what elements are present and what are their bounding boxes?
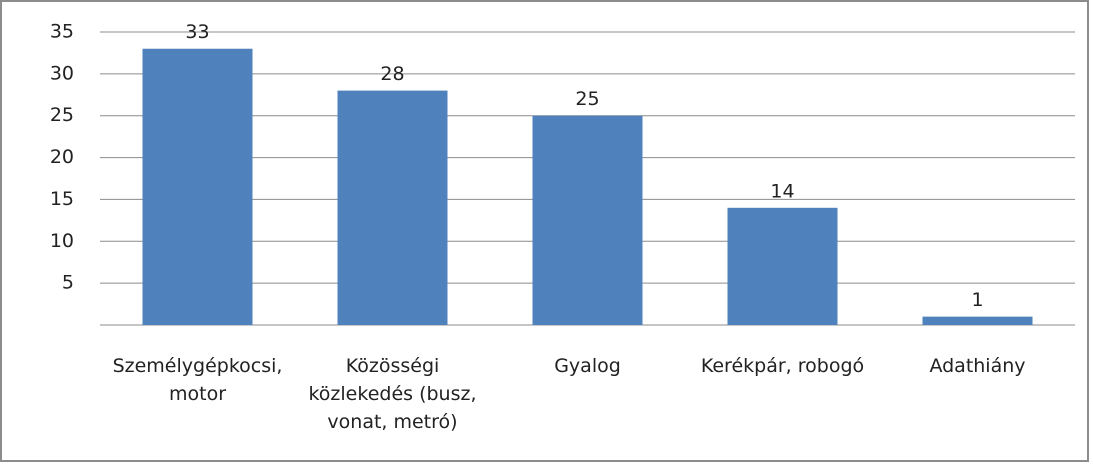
y-tick-label: 15 [50, 188, 74, 210]
x-tick-label: Gyalog [554, 355, 621, 377]
bar [142, 48, 253, 325]
x-tick-label: Közösségi közlekedés (busz, vonat, metró… [308, 355, 477, 433]
data-label: 14 [770, 180, 794, 202]
y-tick-label: 10 [50, 230, 74, 252]
y-tick-label: 35 [50, 21, 74, 43]
y-tick-label: 5 [62, 272, 74, 294]
bar [337, 90, 448, 325]
data-label: 33 [185, 21, 209, 43]
x-tick-label: Kerékpár, robogó [700, 355, 865, 377]
data-label: 25 [575, 88, 599, 110]
data-label: 28 [380, 63, 404, 85]
x-tick-label: Adathiány [929, 355, 1026, 377]
bar [727, 207, 838, 325]
y-tick-label: 30 [50, 62, 74, 84]
bar [922, 316, 1033, 325]
y-tick-label: 20 [50, 146, 74, 168]
bar [532, 115, 643, 325]
y-tick-label: 25 [50, 104, 74, 126]
data-label: 1 [971, 289, 983, 311]
x-tick-label: Személygépkocsi, motor [112, 355, 283, 405]
